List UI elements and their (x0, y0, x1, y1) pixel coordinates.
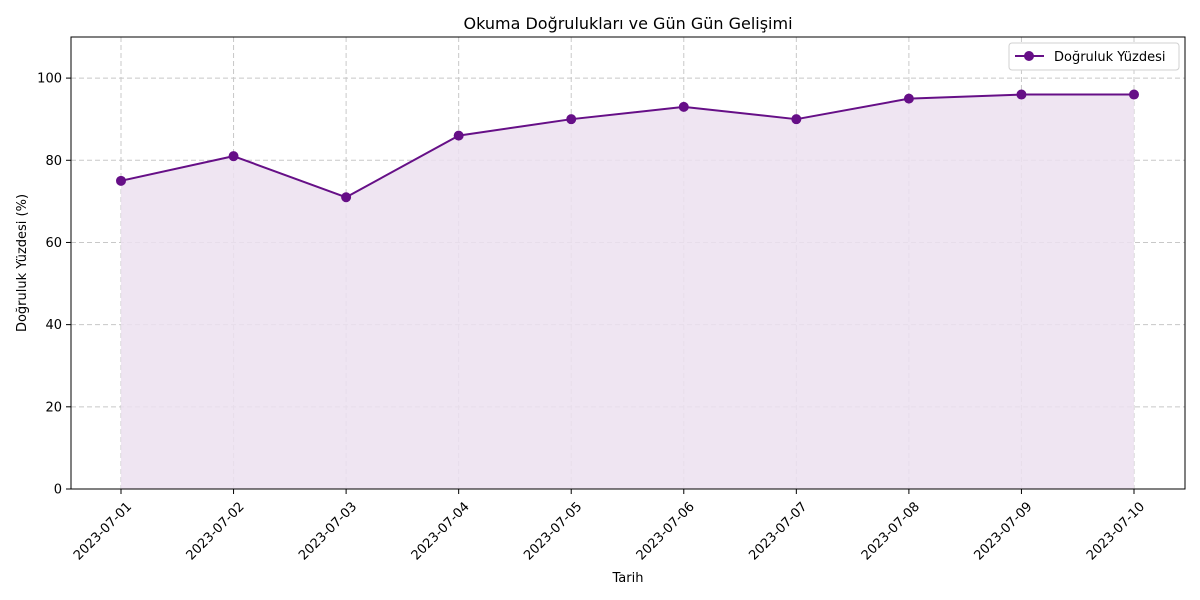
x-axis-label: Tarih (612, 571, 644, 586)
line-layer (120, 93, 1134, 199)
y-tick-label: 60 (45, 236, 62, 251)
y-tick-label: 100 (37, 72, 62, 87)
data-point (116, 175, 126, 186)
plot-frame (70, 36, 1186, 490)
data-point (453, 130, 464, 141)
chart-title: Okuma Doğrulukları ve Gün Gün Gelişimi (463, 14, 792, 33)
data-point (1016, 89, 1027, 100)
y-tick-label: 0 (54, 483, 62, 498)
data-point (1129, 89, 1139, 100)
legend: Doğruluk Yüzdesi (1008, 42, 1180, 71)
data-point (566, 114, 577, 125)
data-point (341, 192, 352, 203)
data-point (903, 93, 914, 104)
y-axis-label: Doğruluk Yüzdesi (%) (15, 194, 30, 332)
area-fill (121, 94, 1134, 489)
data-point (678, 101, 689, 112)
legend-label: Doğruluk Yüzdesi (1054, 50, 1165, 65)
y-tick-label: 80 (45, 154, 62, 169)
series-line (120, 93, 1134, 199)
area-layer (121, 94, 1134, 489)
point-layer (116, 89, 1139, 203)
data-point (228, 151, 239, 162)
data-point (791, 114, 802, 125)
y-tick-label: 20 (45, 400, 62, 415)
legend-marker (1024, 51, 1034, 61)
y-axis-ticks: 0 20 40 60 80 100 (37, 72, 71, 498)
y-tick-label: 40 (45, 318, 62, 333)
legend-box (1008, 42, 1180, 71)
